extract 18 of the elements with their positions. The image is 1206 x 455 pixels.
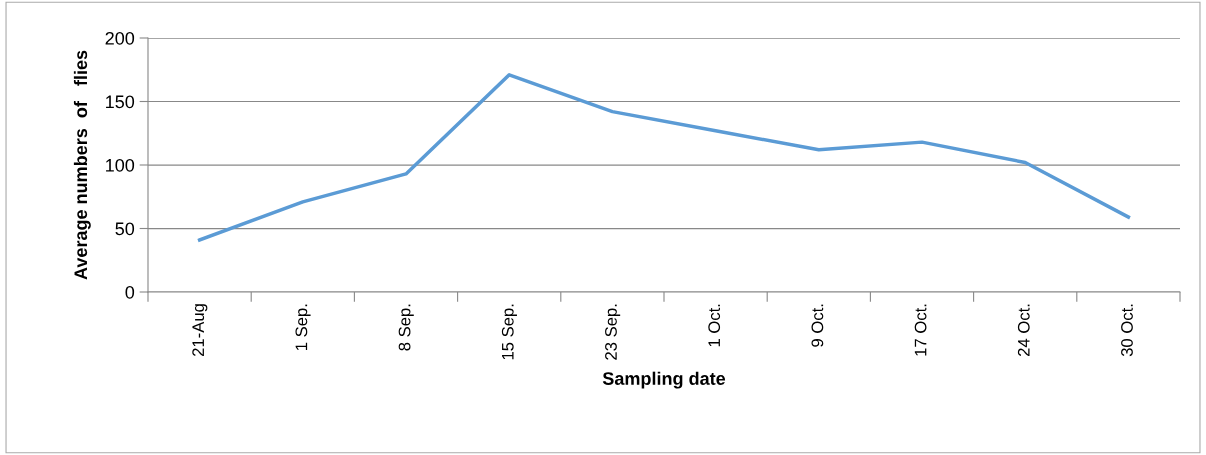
- x-tick-label: 8 Sep.: [398, 304, 414, 351]
- x-axis-title: Sampling date: [602, 371, 726, 389]
- y-tick-label: 0: [125, 285, 135, 299]
- y-tick-label: 200: [105, 31, 135, 45]
- line-series: [197, 73, 1131, 242]
- y-axis-title: Average numbers of flies: [73, 50, 91, 280]
- y-tick-label: 150: [106, 95, 135, 109]
- y-tick-label: 100: [106, 158, 135, 172]
- y-tick-label: 50: [115, 222, 135, 236]
- x-tick-label: 9 Oct.: [811, 304, 824, 347]
- x-tick-label: 1 Sep.: [295, 304, 311, 351]
- x-tick-label: 17 Oct.: [914, 304, 927, 356]
- x-tick-label: 24 Oct.: [1017, 304, 1030, 356]
- x-tick-label: 15 Sep.: [501, 304, 517, 360]
- x-tick-label: 23 Sep.: [605, 304, 621, 360]
- x-tick-label: 21-Aug: [192, 304, 208, 357]
- x-tick-label: 1 Oct.: [708, 304, 721, 347]
- x-tick-label: 30 Oct.: [1121, 304, 1133, 357]
